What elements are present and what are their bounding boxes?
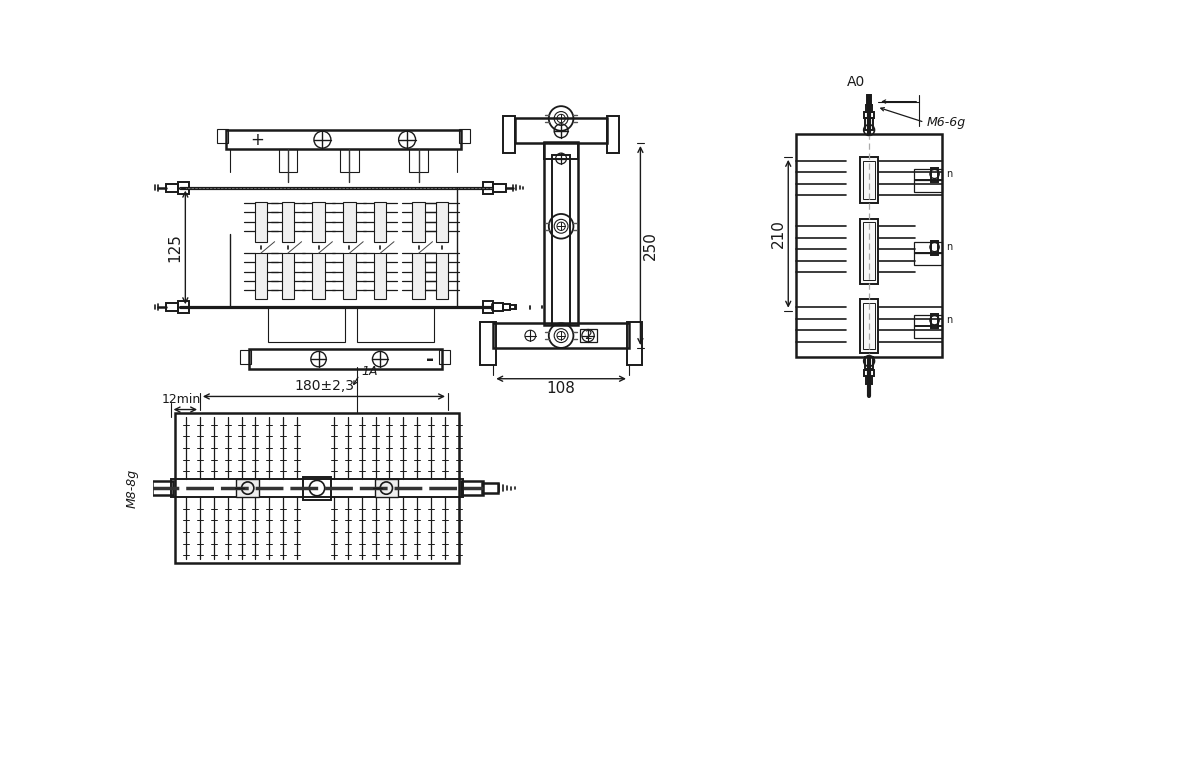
Bar: [510, 305, 516, 310]
Bar: [170, 479, 463, 497]
Bar: [151, 481, 173, 495]
Bar: [179, 181, 190, 194]
Bar: [860, 300, 878, 353]
Bar: [863, 161, 875, 199]
Text: 12min: 12min: [162, 393, 202, 406]
Bar: [282, 253, 294, 300]
Bar: [866, 105, 872, 113]
Bar: [240, 350, 251, 364]
Bar: [343, 253, 355, 300]
Bar: [358, 307, 434, 342]
Bar: [860, 157, 878, 203]
Bar: [340, 149, 359, 172]
Bar: [515, 119, 607, 143]
Bar: [413, 253, 425, 300]
Bar: [136, 483, 152, 493]
Bar: [493, 303, 503, 311]
Bar: [374, 253, 386, 300]
Bar: [482, 181, 493, 194]
Bar: [481, 483, 498, 493]
Bar: [931, 314, 938, 328]
Bar: [864, 370, 875, 376]
Text: 125: 125: [167, 233, 182, 262]
Bar: [254, 253, 266, 300]
Bar: [226, 130, 461, 149]
Bar: [864, 113, 875, 119]
Text: 2: 2: [584, 329, 592, 342]
Text: 180±2,3: 180±2,3: [294, 379, 354, 393]
Bar: [179, 301, 190, 314]
Bar: [796, 134, 942, 357]
Bar: [439, 350, 450, 364]
Text: M8-8g: M8-8g: [126, 468, 139, 508]
Bar: [343, 202, 355, 242]
Bar: [865, 357, 872, 369]
Bar: [580, 329, 596, 342]
Text: 108: 108: [547, 382, 576, 396]
Text: 250: 250: [643, 231, 658, 260]
Bar: [480, 321, 496, 365]
Bar: [166, 303, 179, 311]
Bar: [913, 315, 942, 338]
Bar: [460, 129, 470, 143]
Text: 210: 210: [770, 219, 786, 248]
Bar: [278, 149, 296, 172]
Bar: [269, 307, 346, 342]
Bar: [913, 242, 942, 265]
Text: M6-6g: M6-6g: [926, 116, 966, 129]
Bar: [860, 219, 878, 284]
Bar: [312, 202, 325, 242]
Bar: [493, 323, 629, 348]
Bar: [626, 321, 642, 365]
Bar: [552, 156, 570, 325]
Text: +: +: [250, 131, 264, 149]
Bar: [436, 253, 448, 300]
Bar: [436, 202, 448, 242]
Bar: [863, 222, 875, 280]
Bar: [282, 202, 294, 242]
Bar: [304, 476, 331, 500]
Bar: [493, 184, 505, 192]
Bar: [174, 413, 460, 563]
Bar: [931, 168, 938, 181]
Text: 1A: 1A: [361, 364, 377, 378]
Bar: [482, 301, 493, 314]
Bar: [166, 184, 179, 192]
Bar: [461, 481, 482, 495]
Bar: [413, 202, 425, 242]
Bar: [409, 149, 428, 172]
Bar: [865, 119, 872, 130]
Bar: [250, 350, 442, 369]
Bar: [374, 479, 398, 497]
Text: n: n: [946, 169, 953, 179]
Text: n: n: [946, 242, 953, 252]
Bar: [931, 241, 938, 255]
Bar: [913, 169, 942, 192]
Bar: [254, 202, 266, 242]
Text: A0: A0: [847, 74, 865, 88]
Bar: [236, 479, 259, 497]
Bar: [374, 202, 386, 242]
Bar: [503, 304, 510, 310]
Bar: [312, 253, 325, 300]
Bar: [217, 129, 228, 143]
Bar: [503, 117, 515, 153]
Bar: [544, 142, 578, 325]
Bar: [607, 117, 619, 153]
Text: n: n: [946, 315, 953, 325]
Bar: [866, 376, 872, 384]
Bar: [863, 303, 875, 350]
Bar: [866, 95, 871, 105]
Bar: [544, 143, 578, 159]
Text: -: -: [426, 350, 434, 368]
